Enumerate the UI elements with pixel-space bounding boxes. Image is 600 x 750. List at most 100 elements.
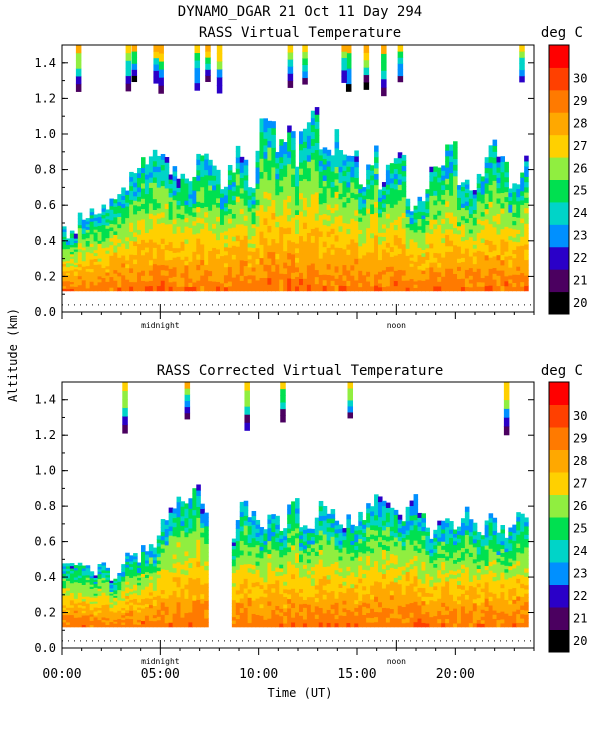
panel1-cell — [457, 270, 462, 275]
panel2-data-layer — [62, 382, 529, 628]
panel1-cell — [302, 234, 308, 242]
panel1-cell — [381, 236, 387, 242]
panel2-cell — [338, 618, 344, 624]
panel1-cell — [460, 240, 466, 246]
panel1-cell — [113, 230, 118, 235]
panel1-cell — [81, 282, 87, 286]
panel2-cell — [180, 583, 186, 589]
panel1-cell — [255, 156, 261, 163]
panel2-cell — [129, 618, 134, 622]
panel2-cell — [279, 530, 284, 536]
panel1-cell — [125, 198, 130, 203]
panel2-cell — [247, 576, 253, 581]
panel1-cell — [93, 217, 99, 221]
panel1-cell — [409, 232, 415, 237]
panel1-cell — [449, 256, 454, 264]
panel1-cell — [141, 162, 146, 169]
panel1-cell — [397, 210, 403, 217]
panel2-cell — [326, 613, 332, 619]
panel2-cell — [85, 588, 91, 592]
panel1-cell — [137, 285, 142, 292]
panel1-cell — [160, 153, 166, 160]
panel1-cell — [204, 253, 209, 260]
panel1-cell — [330, 170, 336, 177]
panel1-cell — [508, 282, 513, 288]
panel1-cell — [338, 225, 344, 232]
panel1-cell — [393, 219, 399, 226]
panel2-cell — [113, 610, 118, 613]
panel2-cell — [192, 493, 197, 500]
panel1-cell — [231, 245, 237, 251]
panel1-cell — [144, 164, 150, 170]
panel1-cell — [271, 271, 276, 279]
panel1-cell — [393, 188, 399, 195]
panel1-cell — [160, 269, 166, 276]
panel1-cell — [271, 258, 276, 266]
panel2-cell — [113, 623, 118, 626]
panel1-cell — [354, 236, 359, 243]
panel1-echo-cell — [345, 52, 352, 61]
panel1-cell — [496, 182, 502, 189]
panel1-cell — [204, 174, 209, 181]
panel1-cell — [381, 211, 387, 217]
panel2-cell — [235, 597, 241, 603]
panel1-cell — [255, 258, 261, 265]
panel2-cell — [263, 619, 268, 624]
panel1-cell — [200, 254, 205, 261]
panel2-cell — [172, 585, 178, 591]
panel1-cell — [516, 253, 521, 259]
panel1-cell — [405, 283, 411, 288]
panel1-cell — [464, 260, 470, 266]
panel1-cell — [425, 200, 430, 206]
panel1-cell — [385, 237, 391, 243]
panel2-cell — [271, 557, 276, 563]
panel2-cell — [299, 580, 304, 586]
panel2-cell — [334, 545, 340, 550]
panel1-cell — [129, 176, 134, 182]
panel1-cell — [133, 254, 138, 260]
panel1-echo-cell — [205, 63, 211, 70]
panel2-cell — [164, 589, 170, 595]
panel1-cell — [496, 239, 502, 245]
panel2-cell — [69, 612, 75, 616]
panel1-cell — [362, 199, 367, 204]
panel2-cell — [263, 585, 268, 590]
panel1-cell — [397, 184, 403, 191]
panel1-cell — [255, 193, 261, 200]
panel1-cell — [121, 239, 126, 244]
panel2-cell — [338, 607, 344, 612]
panel2-cell — [255, 528, 261, 533]
panel2-cell — [338, 551, 344, 557]
panel1-cell — [263, 211, 268, 219]
panel1-cell — [409, 260, 415, 264]
panel2-cell — [271, 579, 276, 585]
panel2-cell — [271, 527, 276, 533]
panel1-cell — [437, 243, 442, 249]
panel1-cell — [468, 225, 474, 230]
panel1-cell — [113, 213, 118, 218]
panel1-cell — [180, 209, 186, 215]
panel1-cell — [516, 278, 521, 284]
panel1-cell — [524, 202, 529, 209]
panel2-cell — [204, 574, 209, 580]
panel2-cell — [184, 546, 189, 552]
panel1-cell — [437, 191, 442, 197]
panel1-cell — [89, 255, 95, 260]
panel1-cell — [188, 256, 193, 262]
panel1-cell — [433, 218, 438, 225]
panel1-cell — [484, 198, 490, 204]
panel1-cell — [354, 225, 359, 232]
panel2-cell — [291, 621, 296, 628]
panel1-cell — [314, 276, 320, 285]
panel1-cell — [468, 286, 474, 292]
panel2-cell — [65, 580, 71, 584]
panel2-cell — [275, 613, 280, 619]
panel2-cell — [196, 588, 201, 595]
panel2-cell — [267, 514, 272, 520]
panel1-cell — [271, 199, 276, 207]
panel2-cell — [85, 577, 91, 581]
panel1-cell — [109, 241, 114, 246]
panel1-echo-cell — [519, 51, 525, 58]
panel2-cell — [338, 595, 344, 600]
panel1-cell — [259, 125, 265, 133]
